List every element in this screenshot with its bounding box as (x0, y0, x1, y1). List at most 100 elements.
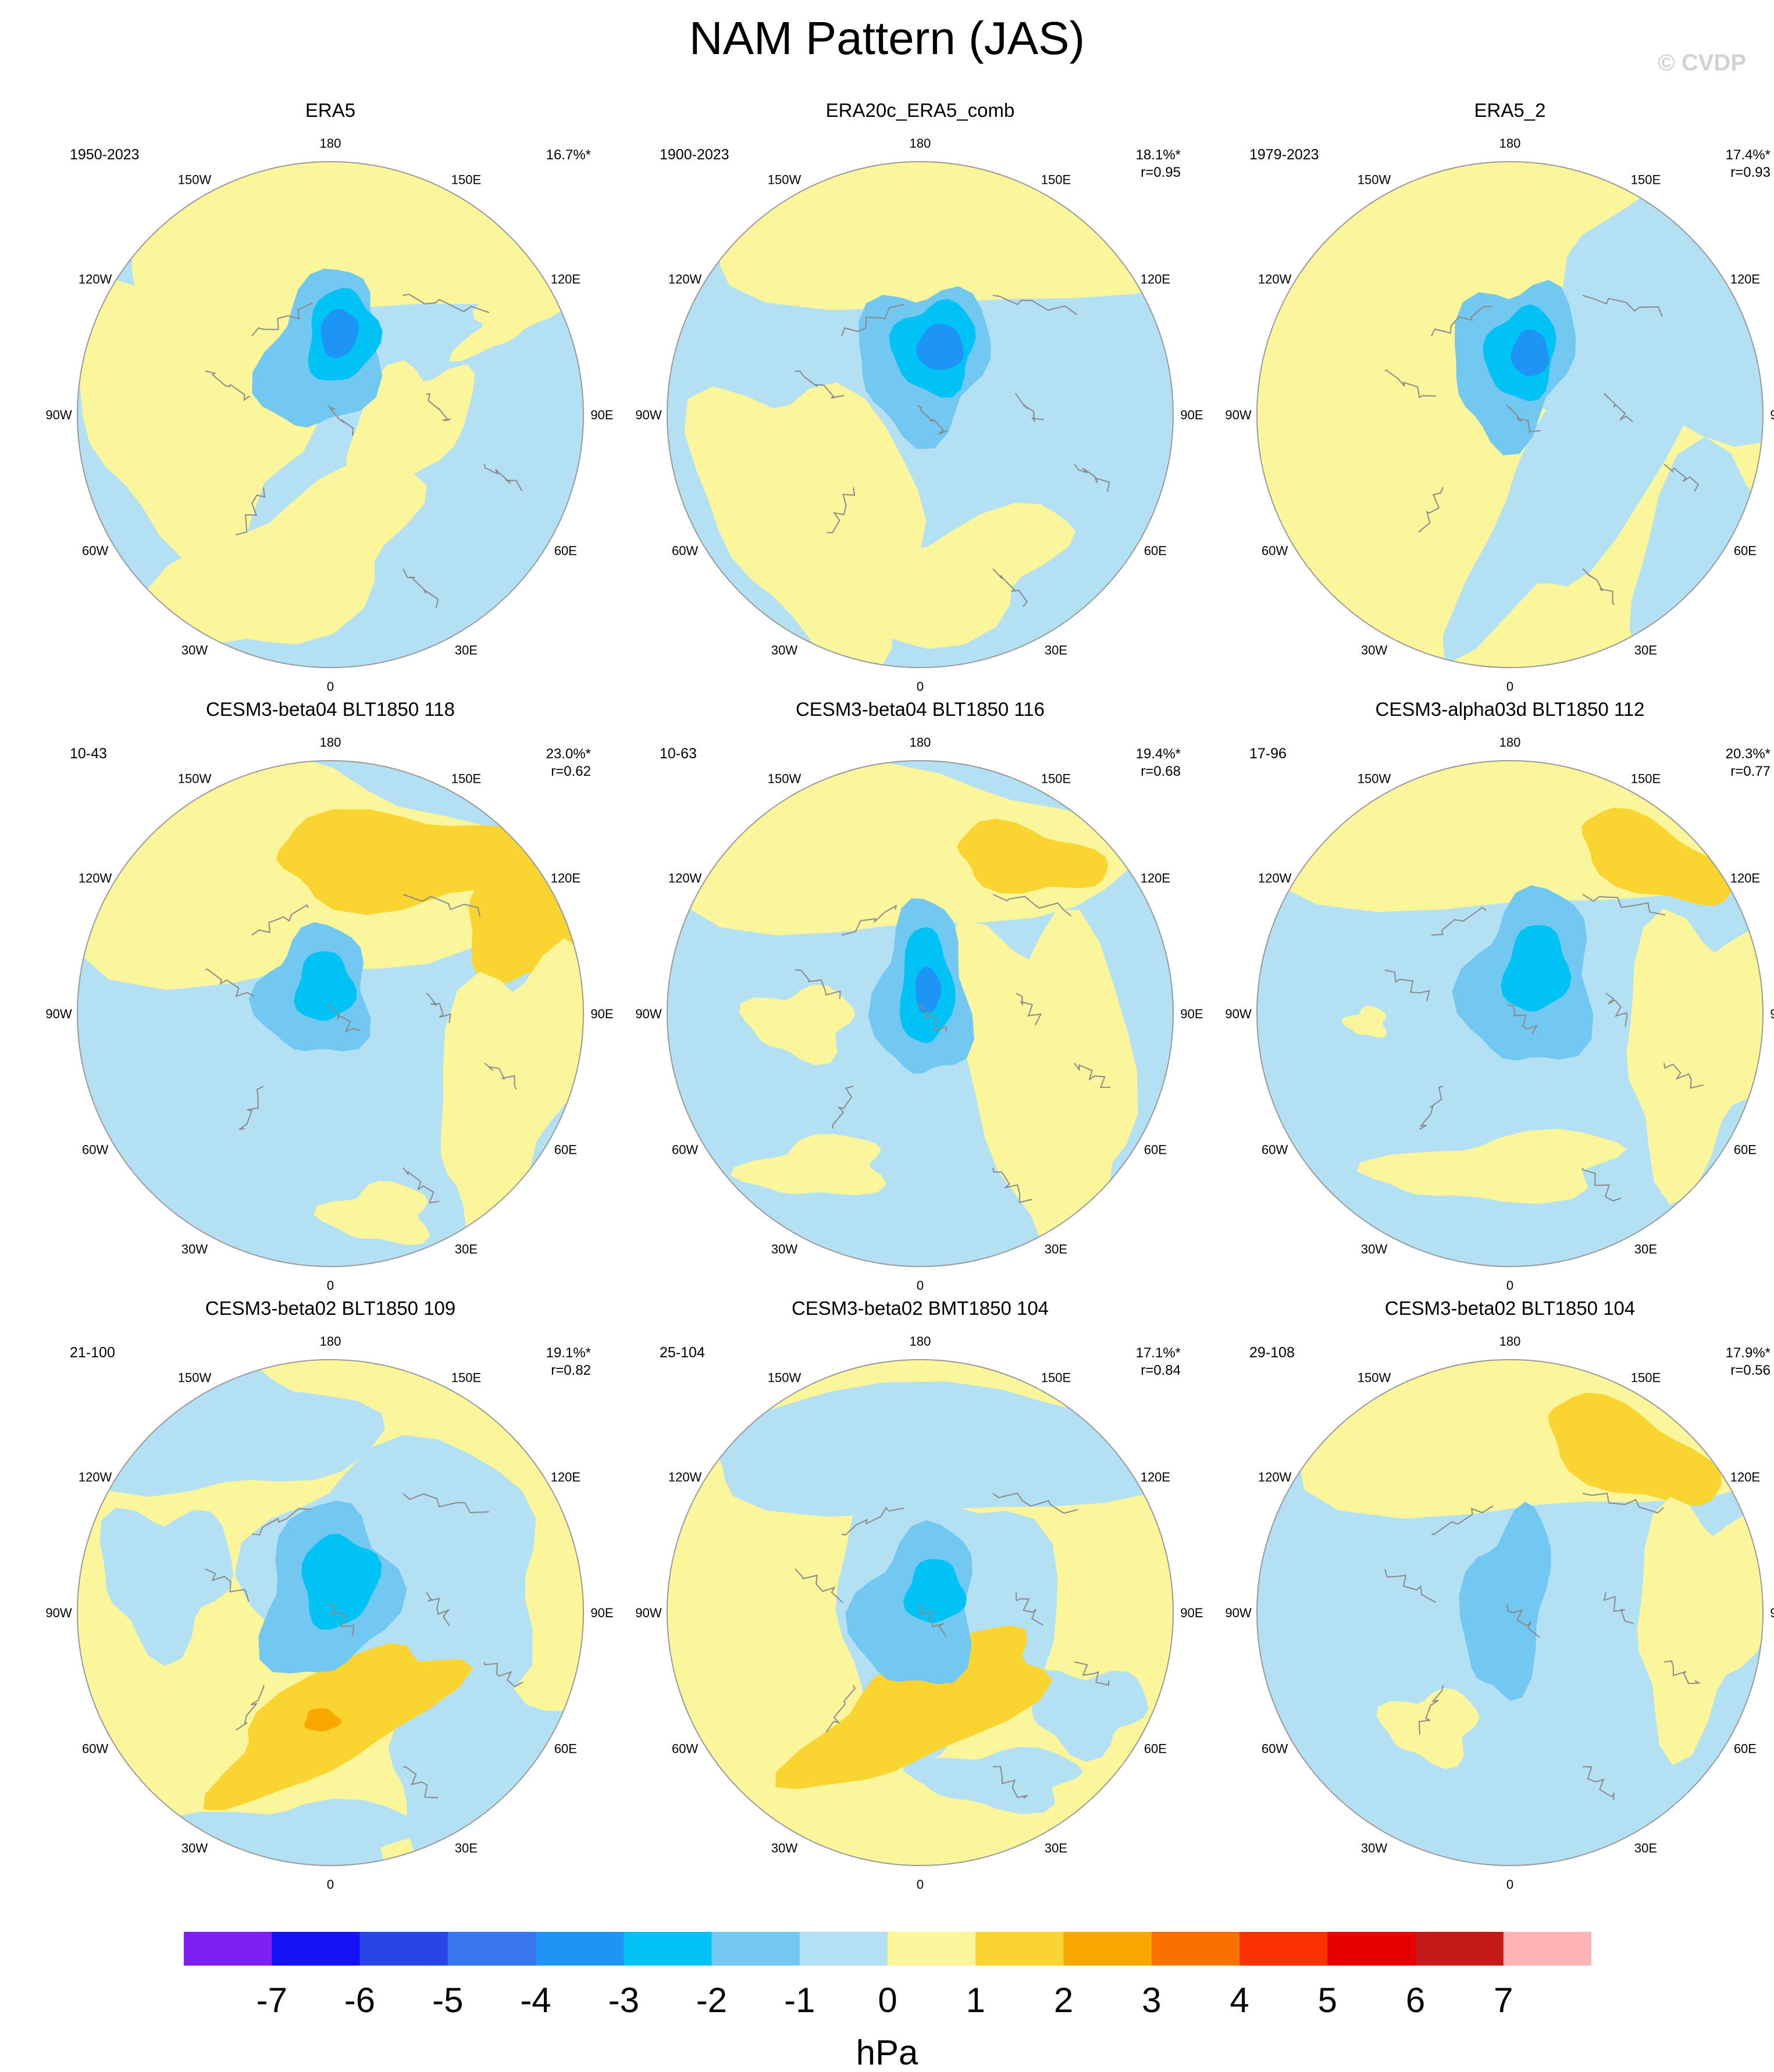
longitude-label: 30W (181, 1242, 208, 1256)
longitude-label: 90E (590, 1007, 613, 1021)
longitude-label: 30E (1634, 1242, 1657, 1256)
longitude-label: 30E (1634, 1841, 1657, 1855)
longitude-label: 30W (771, 643, 797, 657)
panel-stats: 17.9%* r=0.56 (1726, 1345, 1771, 1379)
colorbar-tick: 2 (1054, 1981, 1073, 2020)
coastlines (205, 1493, 523, 1799)
panel-period: 1950-2023 (70, 147, 140, 163)
map-panel: 180 150E 120E 90E 60E 30E 0 30W 60W 90W 120W 150W CE… (625, 1297, 1216, 1897)
longitude-label: 0 (917, 679, 924, 694)
longitude-label: 30E (455, 1841, 478, 1855)
panel-title: CESM3-beta04 BLT1850 116 (795, 698, 1045, 720)
contour-field (1257, 761, 1763, 1267)
longitude-label: 180 (910, 136, 931, 151)
longitude-label: 60E (1734, 1143, 1757, 1157)
map-panel: 180 150E 120E 90E 60E 30E 0 30W 60W 90W 120W 150W CE… (625, 698, 1216, 1298)
colorbar-swatch (536, 1932, 624, 1966)
longitude-label: 60E (1144, 1742, 1167, 1756)
longitude-label: 120E (551, 871, 580, 886)
map-border (77, 1359, 584, 1866)
longitude-label: 90E (1770, 408, 1774, 422)
longitude-label: 180 (1499, 136, 1521, 151)
panel-stats: 23.0%* r=0.62 (546, 746, 591, 780)
contour-region (1548, 1393, 1722, 1506)
panel-variance-pct: 17.9%* (1725, 1345, 1771, 1361)
contour-field (667, 162, 1173, 668)
panel-title: CESM3-beta04 BLT1850 118 (205, 698, 455, 720)
longitude-label: 60E (554, 1742, 577, 1756)
longitude-label: 60E (554, 1143, 577, 1157)
polar-map: 180 150E 120E 90E 60E 30E 0 30W 60W 90W 120W 150W (45, 735, 613, 1293)
contour-region (730, 1134, 887, 1196)
longitude-label: 60E (1144, 1143, 1167, 1157)
map-panel: 180 150E 120E 90E 60E 30E 0 30W 60W 90W 120W 150W CE… (35, 698, 626, 1298)
contour-region (301, 1534, 382, 1630)
panel-period: 29-108 (1249, 1345, 1295, 1361)
longitude-label: 120W (668, 272, 702, 287)
colorbar-swatch (447, 1932, 536, 1966)
panel-title: ERA20c_ERA5_comb (825, 99, 1015, 121)
colorbar-swatch (272, 1932, 361, 1966)
colorbar-swatch (1151, 1932, 1240, 1966)
contour-region (441, 938, 583, 1264)
panel-pattern-corr: r=0.84 (1141, 1363, 1181, 1378)
longitude-label: 120W (1258, 1470, 1292, 1485)
contour-region (1357, 1129, 1627, 1204)
colorbar-tick: 4 (1230, 1981, 1249, 2020)
longitude-label: 0 (1506, 679, 1513, 694)
contour-region (903, 1559, 967, 1623)
longitude-label: 60E (554, 544, 577, 558)
longitude-label: 90E (1180, 408, 1203, 422)
map-border (667, 760, 1174, 1267)
colorbar-tick: -3 (608, 1981, 639, 2020)
longitude-label: 120E (1141, 272, 1170, 287)
longitude-label: 30W (1361, 643, 1387, 657)
contour-field (1257, 1360, 1763, 1866)
longitude-label: 150W (178, 1371, 212, 1385)
longitude-label: 30W (771, 1841, 797, 1855)
longitude-label: 180 (910, 1334, 931, 1349)
contour-region (448, 283, 574, 362)
map-border (1256, 161, 1764, 668)
longitude-label: 150W (768, 173, 801, 187)
polar-map: 180 150E 120E 90E 60E 30E 0 30W 60W 90W 120W 150W (635, 735, 1203, 1293)
longitude-label: 90W (45, 1007, 72, 1021)
contour-region (916, 323, 964, 370)
panel-title: CESM3-alpha03d BLT1850 112 (1375, 698, 1645, 720)
colorbar-swatch (799, 1932, 888, 1966)
colorbar-unit: hPa (856, 2033, 918, 2072)
longitude-label: 30E (1634, 643, 1657, 657)
coastlines (1384, 295, 1699, 605)
polar-map: 180 150E 120E 90E 60E 30E 0 30W 60W 90W 120W 150W (1225, 136, 1774, 694)
longitude-label: 90W (45, 408, 72, 422)
longitude-label: 120E (1730, 272, 1760, 287)
panel-title: ERA5 (305, 99, 356, 121)
panel-period: 10-63 (660, 746, 697, 762)
panel-variance-pct: 18.1%* (1135, 147, 1181, 163)
contour-field (1257, 162, 1763, 668)
colorbar-swatch (975, 1932, 1064, 1966)
coastlines (795, 894, 1111, 1203)
longitude-label: 0 (327, 679, 334, 694)
longitude-label: 150E (1041, 173, 1071, 187)
longitude-label: 90E (1180, 1007, 1203, 1021)
contour-region (203, 1643, 473, 1810)
map-border (77, 760, 584, 1267)
longitude-label: 90E (1180, 1606, 1203, 1620)
contour-region (167, 1799, 425, 1866)
longitude-label: 150E (1041, 1371, 1071, 1385)
longitude-label: 150W (768, 772, 801, 786)
panel-stats: 16.7%* (546, 147, 591, 164)
panel-variance-pct: 23.0%* (546, 746, 591, 762)
longitude-label: 150E (451, 1371, 481, 1385)
longitude-label: 90W (45, 1606, 72, 1620)
longitude-label: 30E (1045, 1841, 1067, 1855)
panel-stats: 18.1%* r=0.95 (1136, 147, 1181, 181)
longitude-label: 60E (1734, 544, 1757, 558)
contour-region (957, 818, 1108, 894)
polar-map: 180 150E 120E 90E 60E 30E 0 30W 60W 90W 120W 150W (635, 136, 1203, 694)
longitude-label: 60E (1144, 544, 1167, 558)
colorbar-swatch (1327, 1932, 1416, 1966)
longitude-label: 150E (451, 772, 481, 786)
longitude-label: 150W (1358, 173, 1391, 187)
